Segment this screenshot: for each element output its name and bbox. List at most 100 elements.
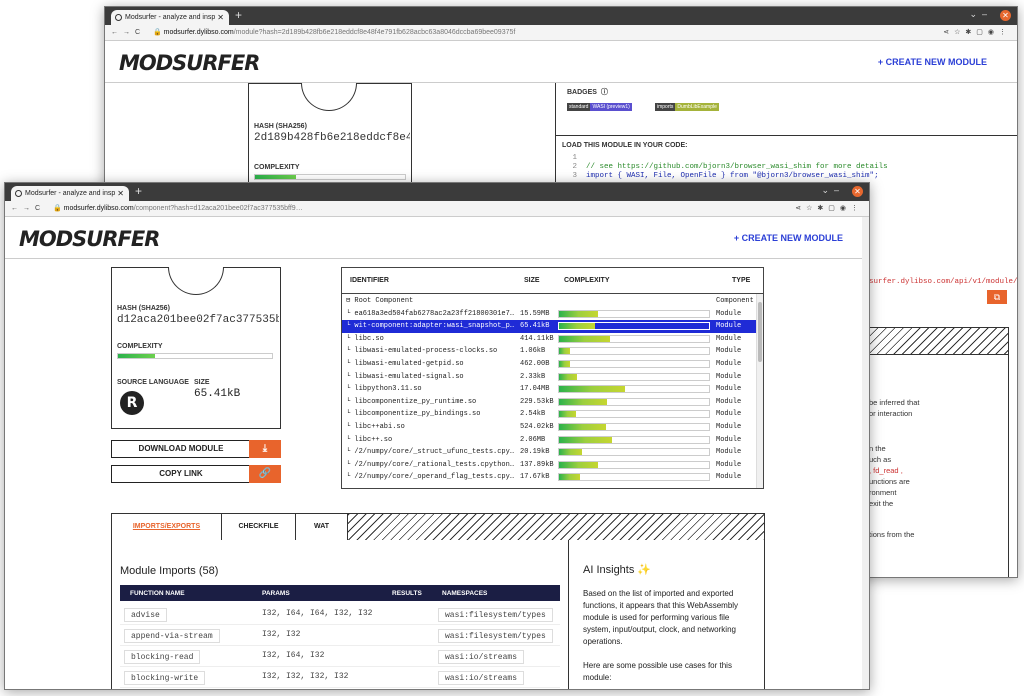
function-namespace: wasi:io/streams [438,671,525,685]
table-scrollbar[interactable] [756,294,763,488]
browser-toolbar-icons[interactable]: ⋖☆✱▢◉⋮ [943,29,1011,36]
row-complexity-fill [559,398,607,405]
badge-key: standard [567,103,591,111]
url-text[interactable]: 🔒 modsurfer.dylibso.com/module?hash=2d18… [153,29,516,36]
row-size: 462.00B [520,359,550,368]
page-tabs: IMPORTS/EXPORTS CHECKFILE WAT [111,513,765,541]
hash-label: HASH (SHA256) [117,305,170,312]
nav-buttons[interactable]: ←→C [11,205,46,212]
modsurfer-logo[interactable]: MODSURFER [19,227,160,251]
table-row[interactable]: ⊟ Root Component Component [342,295,763,308]
row-complexity-fill [559,348,570,355]
table-row[interactable]: └ libwasi-emulated-signal.so 2.33kB Module [342,371,763,384]
address-bar[interactable]: ←→C 🔒 modsurfer.dylibso.com/component?ha… [5,201,869,217]
row-identifier: └ libc.so [346,334,384,343]
minimize-icon[interactable]: ⌄ – [969,9,987,19]
table-row[interactable]: └ libc++abi.so 524.02kB Module [342,421,763,434]
col-size[interactable]: SIZE [524,277,540,284]
copy-link-button[interactable]: COPY LINK 🔗 [111,465,281,483]
api-url[interactable]: surfer.dylibso.com/api/v1/module/2 [869,278,1018,286]
download-icon: ⤓ [249,440,281,458]
browser-tab[interactable]: Modsurfer - analyze and insp ✕ [111,10,229,25]
import-row[interactable]: blocking-read I32, I64, I32 wasi:io/stream… [120,646,560,667]
row-identifier: └ libwasi-emulated-getpid.so [346,359,464,368]
table-row[interactable]: └ libc.so 414.11kB Module [342,333,763,346]
table-row[interactable]: └ /2/numpy/core/_rational_tests.cpython…… [342,459,763,472]
rust-logo-icon: R [120,391,144,415]
function-params: I32, I64, I64, I32, I32 [262,609,373,618]
code-block[interactable]: 1 2 // see https://github.com/bjorn3/bro… [572,154,888,180]
hash-value[interactable]: d12aca201bee02f7ac377535bff9… [117,314,279,326]
col-type[interactable]: TYPE [732,277,751,284]
create-new-module-link[interactable]: + CREATE NEW MODULE [877,57,987,67]
table-row[interactable]: └ libwasi-emulated-getpid.so 462.00B Modul… [342,358,763,371]
new-tab-button[interactable]: + [235,8,243,22]
insights-text: be inferred that [869,398,920,407]
window-close-button[interactable]: ✕ [852,186,863,197]
insights-text: uch as [869,455,892,464]
row-size: 2.06MB [520,435,546,444]
row-type: Module [716,435,742,444]
table-row[interactable]: └ /2/numpy/core/_struct_ufunc_tests.cpy…… [342,446,763,459]
imports-panel: Module Imports (58) FUNCTION NAME PARAMS… [111,540,569,689]
browser-tab[interactable]: Modsurfer - analyze and insp ✕ [11,186,129,201]
row-identifier: └ libwasi-emulated-signal.so [346,372,464,381]
table-row[interactable]: └ ea618a3ed504fab6278ac2a23ff21800301e7…… [342,308,763,321]
col-namespaces[interactable]: NAMESPACES [442,590,488,597]
browser-toolbar-icons[interactable]: ⋖☆✱▢◉⋮ [795,205,863,212]
link-icon: 🔗 [249,465,281,483]
download-module-button[interactable]: DOWNLOAD MODULE ⤓ [111,440,281,458]
table-row[interactable]: └ libcomponentize_py_bindings.so 2.54kB Mo… [342,408,763,421]
site-header: MODSURFER + CREATE NEW MODULE [5,217,869,259]
minimize-icon[interactable]: ⌄ – [821,185,839,195]
close-tab-icon[interactable]: ✕ [217,13,224,22]
table-row[interactable]: └ libc++.so 2.06MB Module [342,434,763,447]
scroll-thumb[interactable] [758,302,762,362]
table-row[interactable]: └ wit-component:adapter:wasi_snapshot_p…… [342,320,763,333]
function-namespace: wasi:io/streams [438,650,525,664]
row-size: 414.11kB [520,334,554,343]
tab-imports-exports[interactable]: IMPORTS/EXPORTS [112,514,222,540]
col-params[interactable]: PARAMS [262,590,290,597]
new-tab-button[interactable]: + [135,184,143,198]
col-function-name[interactable]: FUNCTION NAME [130,590,185,597]
row-size: 2.33kB [520,372,546,381]
tab-wat[interactable]: WAT [296,514,348,540]
row-complexity-bar [558,397,710,406]
import-row[interactable]: advise I32, I64, I64, I32, I32 wasi:filesy… [120,604,560,625]
create-new-module-link[interactable]: + CREATE NEW MODULE [733,233,843,243]
address-bar[interactable]: ←→C 🔒 modsurfer.dylibso.com/module?hash=… [105,25,1017,41]
table-row[interactable]: └ libpython3.11.so 17.04MB Module [342,383,763,396]
import-row[interactable]: append-via-stream I32, I32 wasi:filesystem… [120,625,560,646]
card-notch [301,83,357,111]
row-identifier: └ /2/numpy/core/_rational_tests.cpython… [346,460,515,469]
url-text[interactable]: 🔒 modsurfer.dylibso.com/component?hash=d… [53,205,303,212]
copy-icon[interactable]: ⧉ [987,290,1007,304]
complexity-bar [117,353,273,359]
import-row[interactable]: blocking-write I32, I32, I32, I32 wasi:io/… [120,667,560,688]
help-icon[interactable]: ⓘ [600,89,608,96]
window-close-button[interactable]: ✕ [1000,10,1011,21]
tab-checkfile[interactable]: CHECKFILE [222,514,296,540]
insights-fragment: be inferred that or interaction n the uc… [869,355,1009,577]
row-type: Module [716,473,742,482]
imports-header: FUNCTION NAME PARAMS RESULTS NAMESPACES [120,585,560,601]
col-results[interactable]: RESULTS [392,590,422,597]
page-scrollbar[interactable] [862,217,869,689]
row-type: Module [716,422,742,431]
ai-insights-panel: AI Insights ✨ Based on the list of impor… [569,540,765,689]
row-complexity-fill [559,423,606,430]
row-identifier: └ /2/numpy/core/_struct_ufunc_tests.cpy… [346,448,515,457]
col-identifier[interactable]: IDENTIFIER [350,277,389,284]
close-tab-icon[interactable]: ✕ [117,189,124,198]
insights-text: exit the [869,499,894,508]
table-row[interactable]: └ /2/numpy/core/_operand_flag_tests.cpy…… [342,471,763,484]
table-row[interactable]: └ libwasi-emulated-process-clocks.so 1.06… [342,345,763,358]
badge-imports: imports DumbLibExample [655,103,719,111]
col-complexity[interactable]: COMPLEXITY [564,277,610,284]
modsurfer-logo[interactable]: MODSURFER [119,51,260,75]
nav-buttons[interactable]: ←→C [111,29,146,36]
function-name: append-via-stream [124,629,220,643]
hash-value[interactable]: 2d189b428fb6e218eddcf8e48f4e… [254,132,410,144]
table-row[interactable]: └ libcomponentize_py_runtime.so 229.53kB M… [342,396,763,409]
